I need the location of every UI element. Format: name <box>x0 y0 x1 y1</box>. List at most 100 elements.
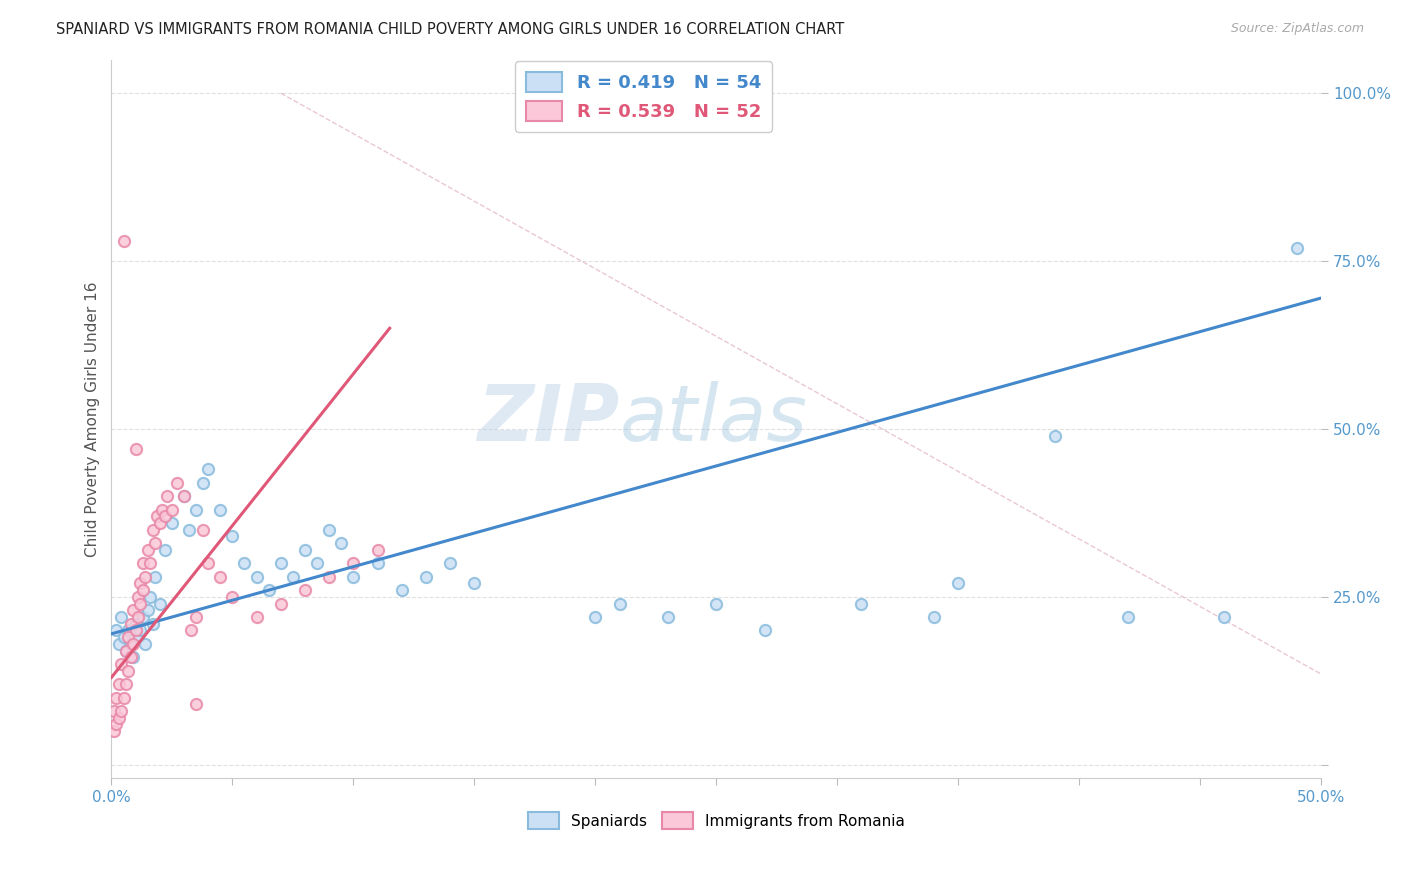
Point <box>110 610 132 624</box>
Point <box>146 509 169 524</box>
Point <box>143 570 166 584</box>
Text: Source: ZipAtlas.com: Source: ZipAtlas.com <box>1230 22 1364 36</box>
Point <box>657 610 679 624</box>
Point <box>132 610 155 624</box>
Point <box>270 597 292 611</box>
Point <box>120 637 142 651</box>
Point <box>463 576 485 591</box>
Point <box>115 677 138 691</box>
Point <box>136 542 159 557</box>
Point <box>367 542 389 557</box>
Point <box>112 630 135 644</box>
Point <box>367 557 389 571</box>
Point <box>193 523 215 537</box>
Point <box>166 475 188 490</box>
Point <box>132 557 155 571</box>
Point <box>107 677 129 691</box>
Point <box>124 624 146 638</box>
Point <box>193 475 215 490</box>
Point <box>149 597 172 611</box>
Point <box>270 557 292 571</box>
Point <box>851 597 873 611</box>
Point <box>209 570 232 584</box>
Point <box>112 690 135 705</box>
Point <box>318 570 340 584</box>
Point <box>221 529 243 543</box>
Point <box>107 711 129 725</box>
Point <box>103 704 125 718</box>
Point <box>134 570 156 584</box>
Point <box>1213 610 1236 624</box>
Point <box>127 610 149 624</box>
Point <box>1116 610 1139 624</box>
Point <box>342 557 364 571</box>
Point <box>129 624 152 638</box>
Point <box>115 643 138 657</box>
Point <box>160 516 183 530</box>
Point <box>117 630 139 644</box>
Point <box>583 610 606 624</box>
Point <box>122 637 145 651</box>
Point <box>922 610 945 624</box>
Point <box>105 690 128 705</box>
Point <box>307 557 329 571</box>
Point <box>754 624 776 638</box>
Point <box>110 704 132 718</box>
Point <box>139 557 162 571</box>
Point <box>197 462 219 476</box>
Point <box>609 597 631 611</box>
Point <box>105 624 128 638</box>
Point <box>149 516 172 530</box>
Point <box>143 536 166 550</box>
Point <box>948 576 970 591</box>
Point <box>120 616 142 631</box>
Point <box>103 724 125 739</box>
Point <box>294 583 316 598</box>
Text: SPANIARD VS IMMIGRANTS FROM ROMANIA CHILD POVERTY AMONG GIRLS UNDER 16 CORRELATI: SPANIARD VS IMMIGRANTS FROM ROMANIA CHIL… <box>56 22 845 37</box>
Point <box>415 570 437 584</box>
Point <box>134 637 156 651</box>
Point <box>257 583 280 598</box>
Point <box>141 616 163 631</box>
Point <box>221 590 243 604</box>
Point <box>117 664 139 678</box>
Point <box>127 590 149 604</box>
Point <box>281 570 304 584</box>
Point <box>129 576 152 591</box>
Point <box>184 502 207 516</box>
Point <box>110 657 132 671</box>
Point <box>439 557 461 571</box>
Point <box>141 523 163 537</box>
Point <box>177 523 200 537</box>
Point <box>160 502 183 516</box>
Point <box>107 637 129 651</box>
Point <box>1043 428 1066 442</box>
Point <box>184 698 207 712</box>
Point <box>180 624 202 638</box>
Point <box>153 542 176 557</box>
Point <box>294 542 316 557</box>
Y-axis label: Child Poverty Among Girls Under 16: Child Poverty Among Girls Under 16 <box>86 281 100 557</box>
Point <box>1285 241 1308 255</box>
Point <box>120 650 142 665</box>
Point <box>124 616 146 631</box>
Point <box>112 234 135 248</box>
Point <box>122 603 145 617</box>
Point <box>704 597 727 611</box>
Point <box>132 583 155 598</box>
Point <box>342 570 364 584</box>
Point <box>391 583 413 598</box>
Point <box>127 630 149 644</box>
Point <box>209 502 232 516</box>
Point <box>156 489 179 503</box>
Point <box>197 557 219 571</box>
Legend: Spaniards, Immigrants from Romania: Spaniards, Immigrants from Romania <box>522 806 911 835</box>
Point <box>122 650 145 665</box>
Point <box>117 624 139 638</box>
Point <box>124 442 146 457</box>
Text: atlas: atlas <box>620 381 807 457</box>
Text: ZIP: ZIP <box>477 381 620 457</box>
Point <box>173 489 195 503</box>
Point <box>233 557 256 571</box>
Point <box>245 570 267 584</box>
